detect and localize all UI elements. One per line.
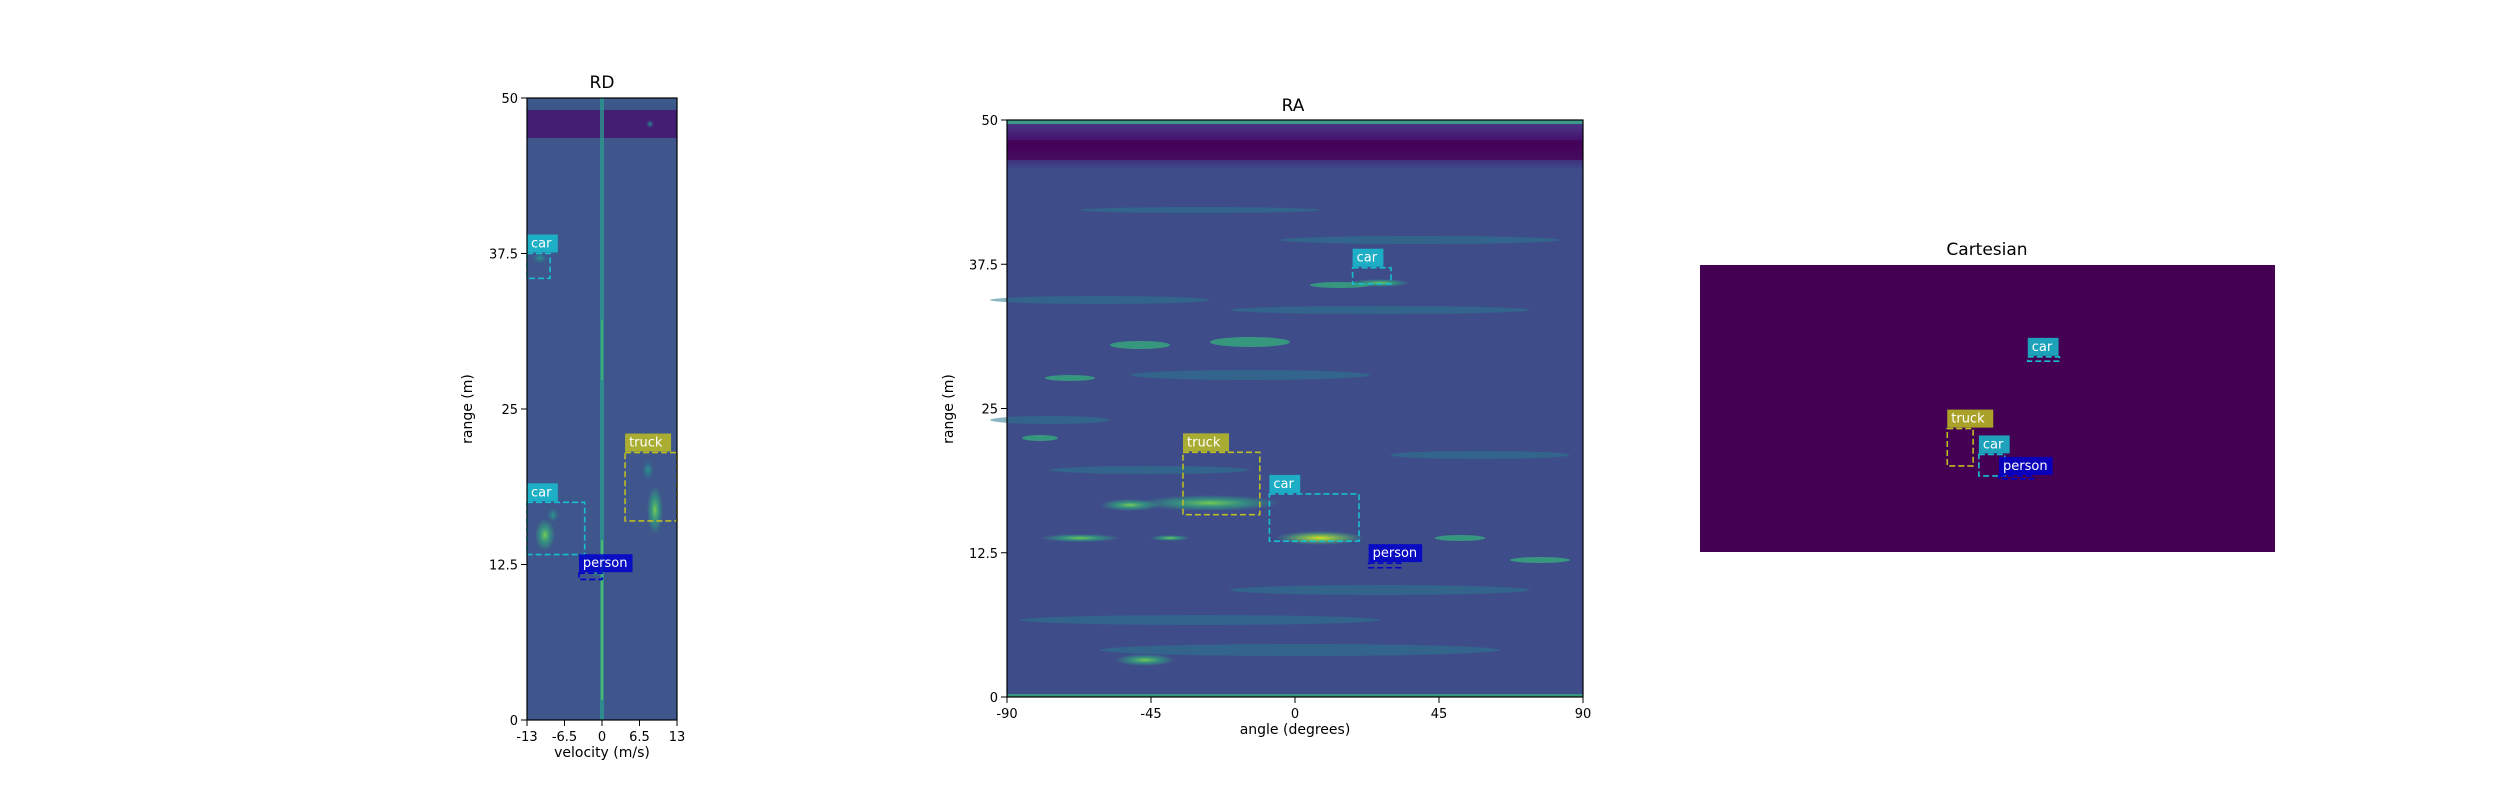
rd-x-tick-label: 6.5	[629, 730, 650, 745]
cartesian-label-bg-person	[1999, 456, 2053, 475]
ra-x-tick-label: 45	[1431, 707, 1448, 722]
ra-x-tick-label: 0	[1291, 707, 1299, 722]
ra-x-tick-label: 90	[1575, 707, 1592, 722]
rd-y-tick-label: 25	[501, 403, 518, 418]
rd-box-person	[578, 572, 603, 581]
cartesian-annotation-boxes: car truck car person	[1946, 337, 2061, 480]
ra-y-ticks: 0 12.5 25 37.5 50	[969, 114, 1007, 706]
ra-label-person: person	[1373, 546, 1418, 561]
rd-x-axis-label: velocity (m/s)	[554, 745, 650, 761]
rd-label-bg-truck	[625, 433, 672, 452]
ra-x-ticks: -90 -45 0 45 90	[996, 697, 1591, 722]
rd-panel: RD car truck car person -13 -6.5 0 6.5 13 0 12.5…	[460, 73, 685, 761]
ra-heatmap	[990, 120, 1583, 697]
cartesian-label-bg-truck	[1947, 409, 1994, 428]
rd-label-bg-person	[578, 554, 633, 573]
rd-label-bg-car	[527, 234, 558, 253]
cartesian-label-person: person	[2003, 459, 2048, 474]
rd-heatmap	[527, 98, 677, 720]
ra-y-axis-label: range (m)	[941, 374, 957, 444]
rd-y-tick-label: 37.5	[489, 248, 518, 263]
ra-label-car: car	[1273, 477, 1294, 492]
rd-label-car: car	[531, 237, 552, 252]
ra-annotation-boxes: car truck car person	[1182, 248, 1423, 569]
ra-box-car	[1351, 266, 1392, 285]
ra-x-tick-label: -45	[1140, 707, 1161, 722]
ra-x-axis-label: angle (degrees)	[1240, 722, 1351, 738]
rd-y-tick-label: 12.5	[489, 559, 518, 574]
ra-label-bg-car	[1352, 248, 1384, 267]
ra-label-car: car	[1357, 251, 1378, 266]
ra-y-tick-label: 50	[981, 114, 998, 129]
rd-x-tick-label: -6.5	[552, 730, 577, 745]
rd-x-tick-label: -13	[516, 730, 537, 745]
ra-box-car	[1268, 493, 1360, 543]
ra-box-truck	[1182, 451, 1261, 516]
rd-title: RD	[590, 73, 615, 93]
rd-y-tick-label: 0	[510, 714, 518, 729]
rd-annotation-boxes: car truck car person	[526, 234, 678, 581]
ra-y-tick-label: 25	[981, 403, 998, 418]
ra-title: RA	[1282, 96, 1305, 116]
cartesian-label-car: car	[1983, 437, 2004, 452]
cartesian-label-bg-car	[2027, 337, 2059, 356]
cartesian-box-person	[1998, 475, 2035, 480]
rd-label-truck: truck	[629, 436, 663, 451]
rd-label-bg-car	[527, 483, 558, 502]
cartesian-box-truck	[1946, 427, 1974, 467]
cartesian-title: Cartesian	[1946, 240, 2027, 260]
rd-x-tick-label: 0	[598, 730, 606, 745]
rd-y-ticks: 0 12.5 25 37.5 50	[489, 92, 527, 729]
cartesian-panel: Cartesian car truck car person	[1700, 240, 2275, 552]
ra-panel: RA	[941, 96, 1591, 738]
ra-label-truck: truck	[1187, 435, 1221, 450]
ra-x-tick-label: -90	[996, 707, 1017, 722]
rd-label-car: car	[531, 485, 552, 500]
ra-label-bg-person	[1368, 544, 1423, 563]
ra-y-tick-label: 0	[990, 691, 998, 706]
rd-x-tick-label: 13	[669, 730, 686, 745]
ra-label-bg-car	[1269, 474, 1301, 493]
rd-x-ticks: -13 -6.5 0 6.5 13	[516, 720, 685, 745]
cartesian-image	[1700, 265, 2275, 552]
rd-y-tick-label: 50	[501, 92, 518, 107]
rd-y-axis-label: range (m)	[460, 374, 476, 444]
ra-label-bg-truck	[1183, 433, 1229, 452]
cartesian-label-truck: truck	[1951, 412, 1985, 427]
rd-label-person: person	[583, 556, 628, 571]
ra-y-tick-label: 12.5	[969, 547, 998, 562]
cartesian-label-bg-car	[1978, 435, 2010, 454]
ra-y-tick-label: 37.5	[969, 258, 998, 273]
cartesian-label-car: car	[2032, 340, 2053, 355]
